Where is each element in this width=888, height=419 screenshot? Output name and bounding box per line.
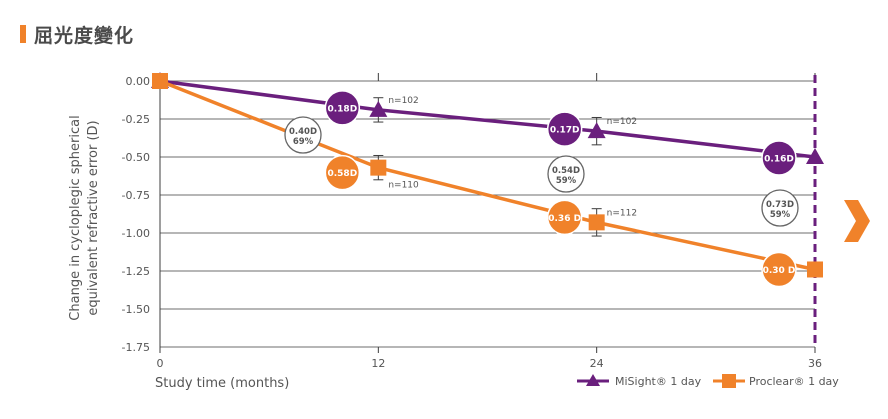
y-tick-label: -0.50: [122, 151, 150, 164]
change-badge-label: 0.58D: [327, 169, 357, 179]
difference-circle: [547, 155, 585, 193]
n-label: n=102: [607, 117, 637, 127]
change-badge-label: 0.36 D: [548, 214, 581, 224]
legend-square-marker: [722, 374, 736, 388]
difference-percent: 59%: [770, 210, 791, 220]
header: 屈光度變化: [20, 22, 135, 47]
difference-value: 0.54D: [552, 166, 580, 176]
change-badge-proclear: [761, 251, 797, 288]
n-label: n=112: [607, 208, 637, 218]
x-tick-label: 36: [808, 357, 822, 370]
axis-layer: Change in cycloplegic spherical equivale…: [68, 115, 289, 391]
data-point-proclear: [152, 73, 168, 89]
difference-value: 0.40D: [289, 127, 317, 137]
y-tick-label: -1.50: [122, 303, 150, 316]
y-tick-label: 0.00: [126, 75, 151, 88]
y-tick-label: -0.25: [122, 113, 150, 126]
data-point-proclear: [588, 214, 605, 231]
change-badge-proclear: [546, 199, 583, 236]
x-axis-label: Study time (months): [155, 376, 289, 391]
y-tick-label: -1.25: [122, 265, 150, 278]
series-layer: n=102 n=102 0.18D 0.17D 0.16D n=110 n=112 0.58D…: [151, 72, 824, 288]
change-badge-proclear: [324, 154, 361, 191]
y-axis-label-line-2: equivalent refractive error (D): [86, 120, 101, 315]
series-line-proclear: [159, 79, 816, 272]
legend-label-proclear: Proclear® 1 day: [749, 375, 839, 388]
change-badge-label: 0.18D: [327, 104, 357, 114]
change-badge-label: 0.16D: [764, 155, 794, 165]
y-axis-label: Change in cycloplegic spherical: [68, 115, 83, 320]
x-tick-label: 0: [157, 357, 164, 370]
change-badge-label: 0.30 D: [763, 266, 796, 276]
difference-percent: 69%: [293, 137, 314, 147]
chevron-right-icon[interactable]: [842, 198, 872, 244]
y-tick-label: -0.75: [122, 189, 150, 202]
data-point-misight: [587, 122, 606, 139]
difference-value: 0.73D: [766, 200, 794, 210]
x-tick-label: 12: [371, 357, 385, 370]
change-badge-misight: [324, 90, 361, 126]
change-badge-misight: [761, 140, 797, 176]
legend-triangle-marker: [586, 374, 600, 386]
difference-circle: [284, 116, 322, 154]
change-badge-misight: [546, 111, 583, 147]
difference-circle: [761, 189, 799, 227]
data-point-misight: [369, 100, 388, 117]
y-tick-label: -1.00: [122, 227, 150, 240]
n-label: n=102: [388, 96, 418, 106]
legend-item-proclear: Proclear® 1 day: [713, 374, 839, 388]
title-accent-bar: [20, 25, 26, 43]
difference-percent: 59%: [556, 176, 577, 186]
series-line-misight: [159, 79, 816, 159]
data-point-proclear: [807, 261, 823, 278]
data-point-misight: [806, 148, 824, 164]
x-tick-label: 24: [590, 357, 604, 370]
legend-item-misight: MiSight® 1 day: [577, 374, 702, 388]
change-badge-label: 0.17D: [550, 126, 580, 136]
legend-label-misight: MiSight® 1 day: [615, 375, 702, 388]
y-tick-label: -1.75: [122, 341, 150, 354]
data-point-proclear: [370, 159, 387, 176]
page-title: 屈光度變化: [34, 24, 135, 47]
legend: MiSight® 1 day Proclear® 1 day: [577, 374, 839, 388]
n-label: n=110: [388, 181, 419, 191]
